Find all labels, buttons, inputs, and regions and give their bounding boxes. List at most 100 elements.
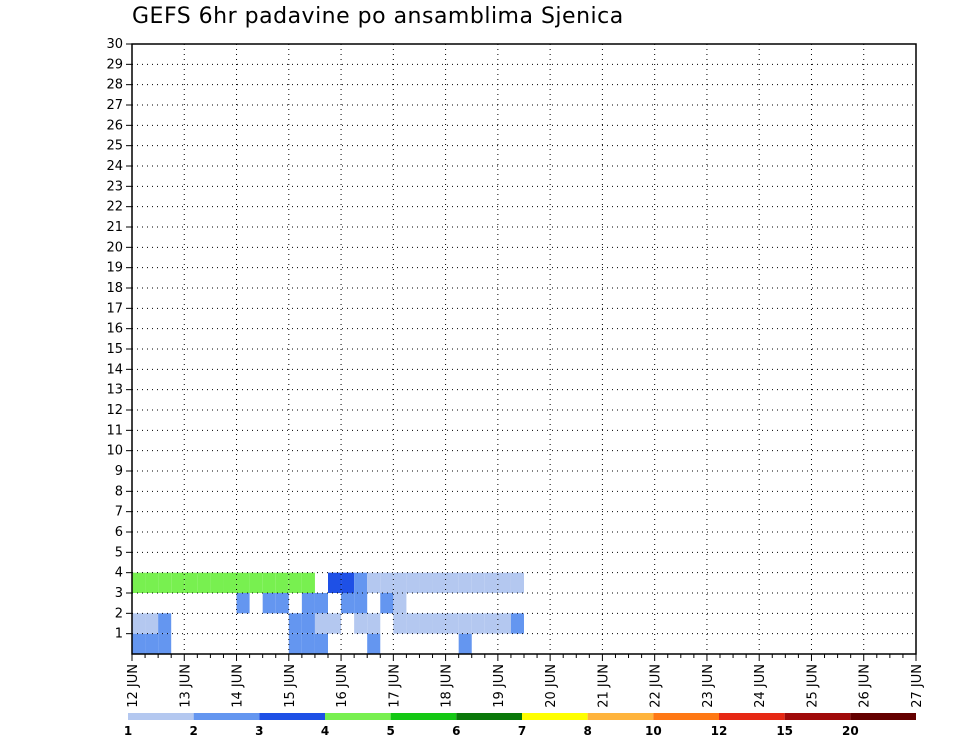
x-tick-label: 27 JUN [910,664,925,708]
heatmap-cell [288,613,302,634]
y-tick-label: 1 [115,627,123,642]
heatmap-cell [158,572,172,593]
x-tick-label: 18 JUN [440,664,455,708]
heatmap-cell [406,613,420,634]
heatmap-cell [393,572,407,593]
y-tick-label: 10 [106,444,123,459]
x-tick-label: 14 JUN [231,664,246,708]
colorbar-label: 20 [842,724,859,738]
colorbar-swatch [850,713,916,720]
heatmap-cell [301,593,315,614]
y-tick-label: 8 [115,484,123,499]
y-tick-label: 28 [106,78,123,93]
colorbar-swatch [259,713,325,720]
x-axis: 12 JUN 13 JUN 14 JUN 15 JUN 16 JUN 17 JUN 18 J… [126,654,925,708]
heatmap-cell [341,593,355,614]
plot-frame [131,43,917,655]
y-tick-label: 24 [106,159,123,174]
y-tick-label: 15 [106,342,123,357]
colorbar-swatch [719,713,785,720]
y-tick-label: 5 [115,545,123,560]
heatmap-cell [419,613,433,634]
y-tick-label: 26 [106,118,123,133]
y-tick-label: 30 [106,37,123,52]
x-tick-label: 20 JUN [544,664,559,708]
y-tick-label: 14 [106,362,123,377]
heatmap-cell [314,593,328,614]
grid [132,44,916,654]
colorbar-label: 15 [776,724,793,738]
heatmap-cell [393,593,407,614]
colorbar-label: 8 [583,724,591,738]
heatmap-cell [471,613,485,634]
x-tick-label: 26 JUN [858,664,873,708]
heatmap-cell [132,633,146,654]
y-tick-label: 3 [115,586,123,601]
colorbar-swatch [325,713,391,720]
y-tick-label: 25 [106,139,123,154]
heatmap-cell [145,572,159,593]
y-tick-label: 23 [106,179,123,194]
heatmap-cell [328,613,342,634]
heatmap-cell [497,572,511,593]
x-tick-label: 23 JUN [701,664,716,708]
heatmap-cell [301,613,315,634]
y-tick-label: 20 [106,240,123,255]
colorbar-swatch [587,713,654,720]
y-tick-label: 17 [106,301,123,316]
x-tick-label: 21 JUN [596,664,611,708]
heatmap-cell [132,613,146,634]
heatmap-cell [158,633,172,654]
colorbar-swatch [784,713,851,720]
heatmap-cell [171,572,185,593]
heatmap-cell [223,572,237,593]
heatmap-cell [145,613,159,634]
colorbar-label: 3 [255,724,263,738]
heatmap-cell [497,613,511,634]
heatmap-cell [432,572,446,593]
heatmap-cell [236,593,250,614]
heatmap-cell [445,572,459,593]
heatmap-cell [354,572,368,593]
colorbar-swatch [128,713,194,720]
heatmap-cell [380,593,394,614]
y-axis: 1234567891011121314151617181920212223242… [106,37,132,642]
heatmap-cell [262,593,276,614]
y-tick-label: 16 [106,322,123,337]
heatmap-cell [341,572,355,593]
colorbar-label: 5 [386,724,394,738]
heatmap-cell [275,593,289,614]
heatmap-cell [288,633,302,654]
x-tick-label: 15 JUN [283,664,298,708]
heatmap-cell [210,572,224,593]
colorbar-label: 12 [711,724,728,738]
heatmap-cell [236,572,250,593]
heatmap-cell [197,572,211,593]
colorbar-label: 10 [645,724,662,738]
heatmap-cell [393,613,407,634]
y-tick-label: 2 [115,606,123,621]
x-tick-label: 22 JUN [649,664,664,708]
x-tick-label: 16 JUN [335,664,350,708]
heatmap-cell [484,572,498,593]
heatmap-cell [132,572,146,593]
chart-title: GEFS 6hr padavine po ansamblima Sjenica [132,4,624,29]
y-tick-label: 22 [106,200,123,215]
colorbar-swatch [390,713,457,720]
heatmap-cell [380,572,394,593]
heatmap-cell [249,572,263,593]
y-tick-label: 29 [106,57,123,72]
heatmap-cell [406,572,420,593]
heatmap-cell [288,572,302,593]
heatmap-cell [354,593,368,614]
heatmap-cell [432,613,446,634]
heatmap-cell [158,613,172,634]
heatmap-cell [367,613,381,634]
heatmap-cell [301,633,315,654]
heatmap-cell [510,572,524,593]
y-tick-label: 19 [106,261,123,276]
y-tick-label: 27 [106,98,123,113]
x-tick-label: 19 JUN [492,664,507,708]
colorbar-swatch [456,713,522,720]
heatmap-cell [184,572,198,593]
